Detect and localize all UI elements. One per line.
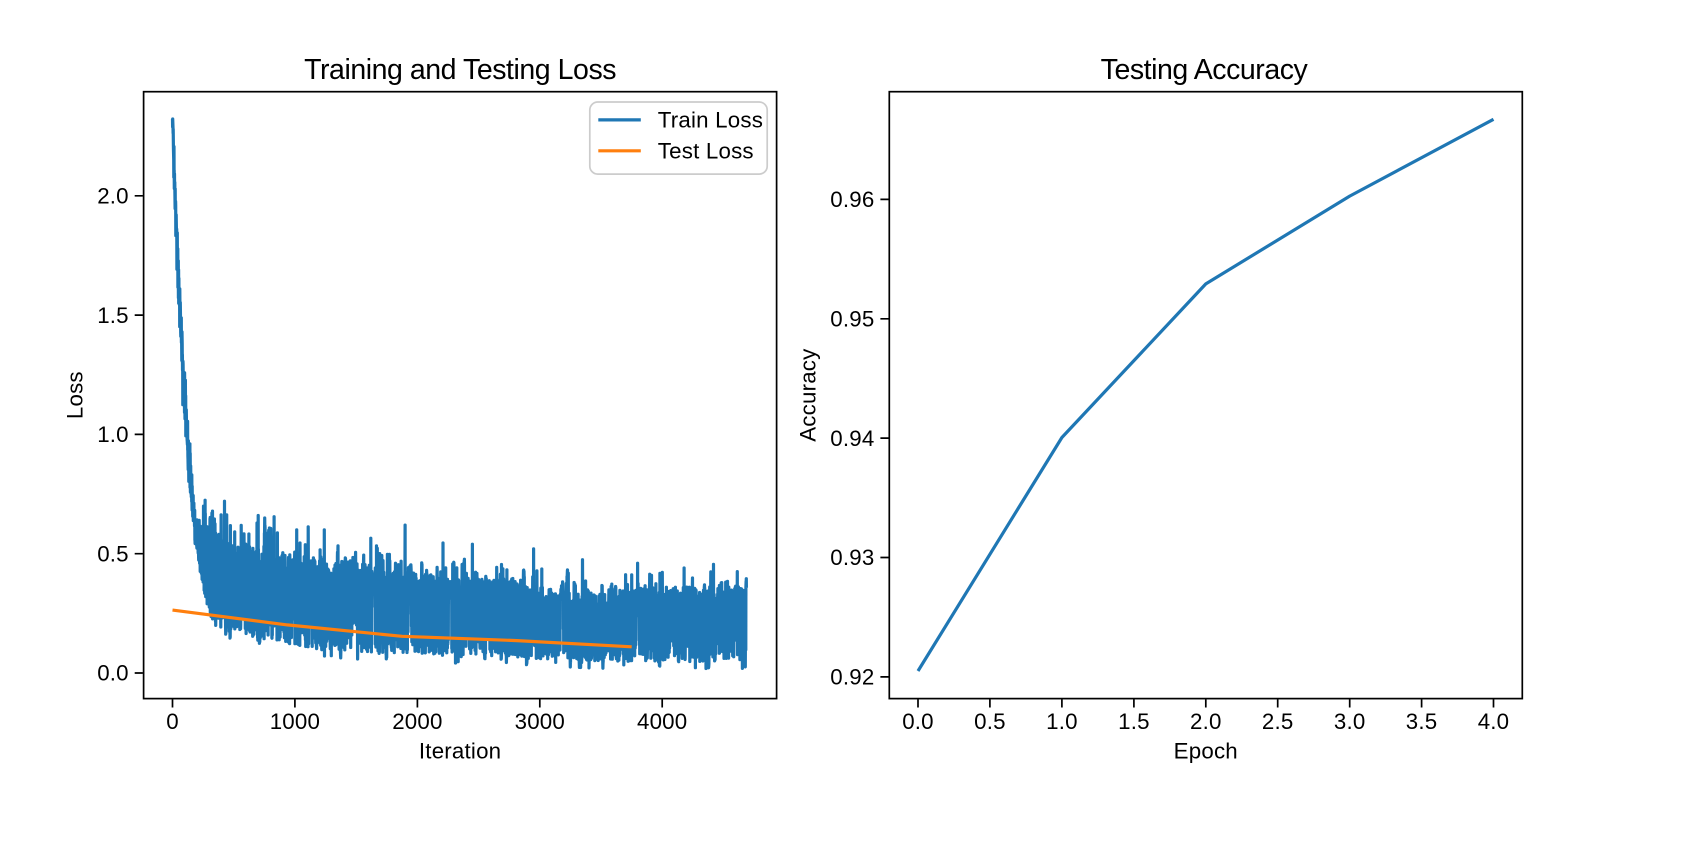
- svg-text:2.5: 2.5: [1262, 709, 1294, 734]
- svg-text:Iteration: Iteration: [419, 739, 501, 764]
- svg-text:Accuracy: Accuracy: [796, 348, 821, 442]
- svg-text:Testing Accuracy: Testing Accuracy: [1101, 54, 1309, 86]
- svg-text:0.96: 0.96: [830, 187, 874, 212]
- svg-text:0.5: 0.5: [974, 709, 1006, 734]
- svg-text:0.95: 0.95: [830, 307, 874, 332]
- svg-text:4000: 4000: [637, 709, 687, 734]
- svg-text:Epoch: Epoch: [1174, 739, 1238, 764]
- svg-text:Train Loss: Train Loss: [658, 108, 763, 133]
- svg-text:4.0: 4.0: [1478, 709, 1510, 734]
- svg-text:Loss: Loss: [62, 371, 87, 419]
- svg-text:2.0: 2.0: [97, 184, 129, 209]
- svg-text:1.0: 1.0: [1046, 709, 1078, 734]
- svg-text:0.94: 0.94: [830, 426, 874, 451]
- svg-text:2.0: 2.0: [1190, 709, 1222, 734]
- svg-text:3.5: 3.5: [1406, 709, 1438, 734]
- svg-text:0.5: 0.5: [97, 541, 129, 566]
- svg-text:0.93: 0.93: [830, 545, 874, 570]
- svg-text:0.92: 0.92: [830, 665, 874, 690]
- svg-text:3.0: 3.0: [1334, 709, 1366, 734]
- svg-text:0.0: 0.0: [97, 661, 129, 686]
- svg-text:1.5: 1.5: [97, 303, 129, 328]
- svg-text:Test Loss: Test Loss: [658, 138, 754, 163]
- svg-text:0.0: 0.0: [902, 709, 934, 734]
- svg-text:0: 0: [166, 709, 179, 734]
- svg-text:3000: 3000: [515, 709, 565, 734]
- svg-text:2000: 2000: [392, 709, 442, 734]
- svg-text:1000: 1000: [270, 709, 320, 734]
- svg-text:Training and Testing Loss: Training and Testing Loss: [304, 54, 616, 86]
- svg-text:1.0: 1.0: [97, 422, 129, 447]
- svg-text:1.5: 1.5: [1118, 709, 1150, 734]
